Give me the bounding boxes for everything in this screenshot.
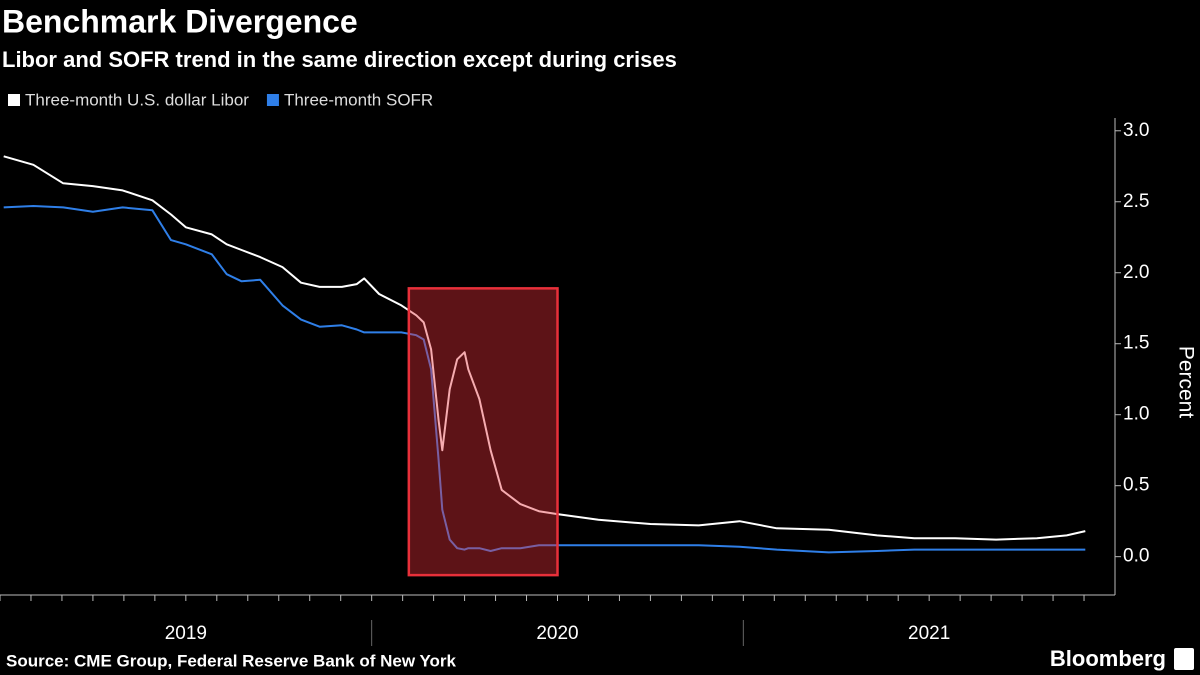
legend-label: Three-month U.S. dollar Libor <box>25 90 249 109</box>
y-tick-label: 2.5 <box>1123 191 1149 212</box>
y-tick-label: 0.5 <box>1123 475 1149 496</box>
x-tick-label: 2020 <box>536 623 578 644</box>
legend-swatch <box>266 94 279 106</box>
source: Source: CME Group, Federal Reserve Bank … <box>6 651 457 670</box>
y-tick-label: 1.0 <box>1123 404 1149 425</box>
y-axis-label: Percent <box>1174 346 1197 419</box>
y-tick-label: 1.5 <box>1123 333 1149 354</box>
y-tick-label: 0.0 <box>1123 546 1149 567</box>
x-tick-label: 2019 <box>165 623 207 644</box>
chart-subtitle: Libor and SOFR trend in the same directi… <box>2 47 677 72</box>
x-tick-label: 2021 <box>908 623 950 644</box>
y-tick-label: 3.0 <box>1123 120 1149 141</box>
highlight-box <box>407 287 559 577</box>
chart-title: Benchmark Divergence <box>2 3 358 39</box>
legend-label: Three-month SOFR <box>284 90 433 109</box>
y-tick-label: 2.0 <box>1123 262 1149 283</box>
brand-icon <box>1174 648 1194 670</box>
brand: Bloomberg <box>1050 646 1166 671</box>
series-line <box>3 205 1086 554</box>
series-line <box>3 155 1086 541</box>
legend-swatch <box>8 94 20 106</box>
